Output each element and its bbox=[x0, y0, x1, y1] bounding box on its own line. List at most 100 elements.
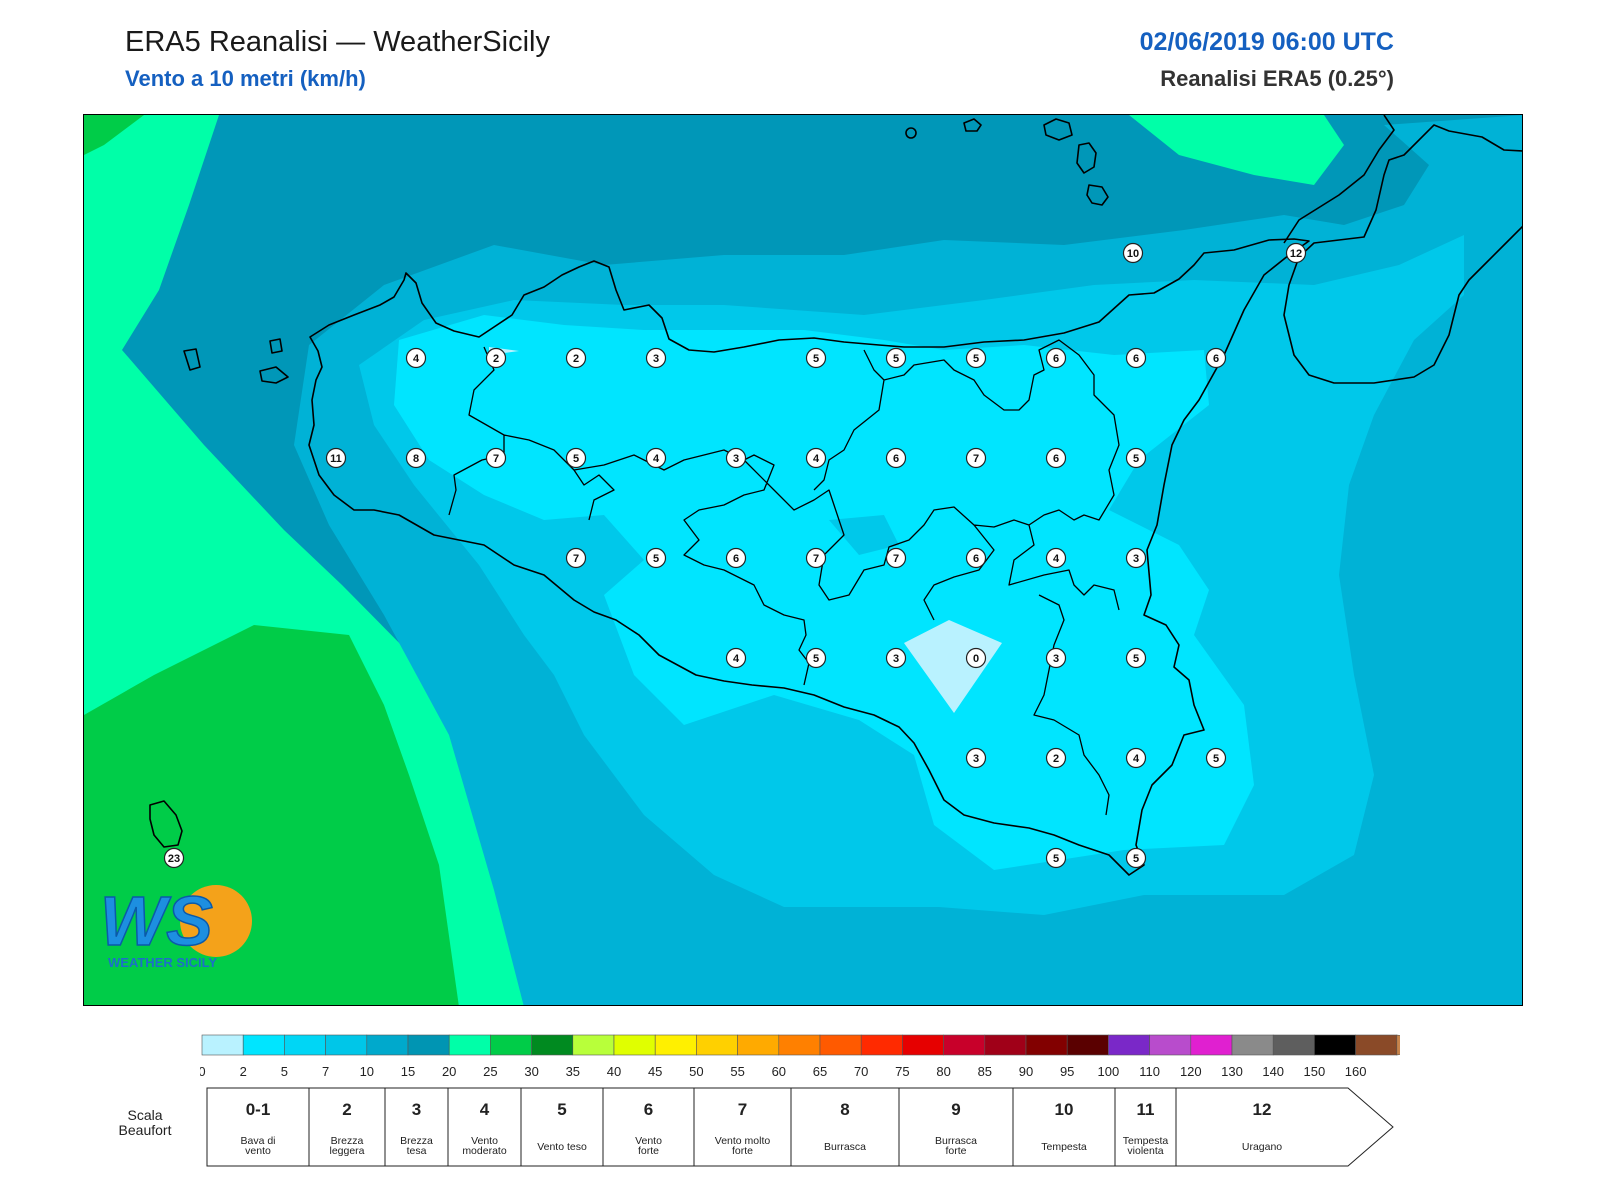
beaufort-description: Brezza bbox=[331, 1135, 364, 1147]
beaufort-description: Uragano bbox=[1242, 1141, 1282, 1153]
station-marker: 4 bbox=[805, 447, 827, 469]
colorbar-tick-label: 2 bbox=[240, 1064, 247, 1079]
station-marker: 5 bbox=[1125, 647, 1147, 669]
station-marker: 4 bbox=[725, 647, 747, 669]
beaufort-class: 5 Vento teso bbox=[520, 1087, 604, 1167]
station-marker: 23 bbox=[163, 847, 185, 869]
wind-map: 4 2 2 3 5 5 5 6 6 6 11 8 7 5 4 3 4 6 7 6 5 7 5 6 7 7 6 4 3 4 5 3 0 3 5 3 2 4 5… bbox=[83, 114, 1523, 1006]
station-value: 3 bbox=[973, 753, 979, 765]
beaufort-description: Vento teso bbox=[537, 1141, 587, 1153]
colorbar-tick-label: 7 bbox=[322, 1064, 329, 1079]
station-value: 2 bbox=[573, 353, 579, 365]
beaufort-class: 10 Tempesta bbox=[1012, 1087, 1116, 1167]
logo-wordmark: WEATHER SICILY bbox=[108, 955, 217, 970]
colorbar-tick-label: 25 bbox=[483, 1064, 497, 1079]
colorbar-tick-label: 20 bbox=[442, 1064, 456, 1079]
calabria-coastline bbox=[1283, 115, 1522, 384]
beaufort-number: 3 bbox=[412, 1100, 421, 1119]
station-value: 4 bbox=[733, 653, 740, 665]
station-value: 6 bbox=[1053, 453, 1059, 465]
colorbar-bin bbox=[407, 1034, 450, 1056]
station-value: 5 bbox=[973, 353, 979, 365]
station-value: 6 bbox=[1053, 353, 1059, 365]
colorbar-bin bbox=[654, 1034, 697, 1056]
colorbar-bin bbox=[1025, 1034, 1068, 1056]
station-value: 5 bbox=[653, 553, 659, 565]
colorbar-tick-label: 10 bbox=[360, 1064, 374, 1079]
colorbar-bin bbox=[490, 1034, 532, 1056]
station-marker: 2 bbox=[485, 347, 507, 369]
station-marker: 7 bbox=[965, 447, 987, 469]
egadi-favignana bbox=[259, 366, 289, 384]
beaufort-description: forte bbox=[732, 1145, 753, 1157]
field-20-25-nw bbox=[84, 115, 144, 155]
station-value: 11 bbox=[330, 453, 342, 465]
station-marker: 5 bbox=[565, 447, 587, 469]
aeolian-filicudi bbox=[963, 118, 982, 132]
colorbar-bin bbox=[613, 1034, 656, 1056]
colorbar-tick-label: 45 bbox=[648, 1064, 662, 1079]
station-value: 8 bbox=[413, 453, 419, 465]
station-value: 3 bbox=[1133, 553, 1139, 565]
station-marker: 6 bbox=[1045, 347, 1067, 369]
station-value: 5 bbox=[1213, 753, 1219, 765]
aeolian-lipari bbox=[1076, 142, 1097, 174]
colorbar-bin bbox=[984, 1034, 1027, 1056]
colorbar-tick-label: 110 bbox=[1139, 1064, 1160, 1079]
station-value: 6 bbox=[893, 453, 899, 465]
beaufort-description: Tempesta bbox=[1041, 1141, 1087, 1153]
beaufort-description: Vento bbox=[635, 1135, 662, 1147]
beaufort-description: Tempesta bbox=[1123, 1135, 1169, 1147]
beaufort-number: 8 bbox=[840, 1100, 849, 1119]
station-marker: 5 bbox=[885, 347, 907, 369]
beaufort-class: 12 Uragano bbox=[1175, 1087, 1394, 1167]
station-marker: 6 bbox=[1125, 347, 1147, 369]
egadi-levanzo bbox=[269, 338, 283, 354]
station-value: 4 bbox=[1053, 553, 1060, 565]
logo-letters: WS bbox=[100, 882, 213, 960]
field-5-7-inner bbox=[829, 515, 899, 555]
station-marker: 3 bbox=[725, 447, 747, 469]
colorbar-bin bbox=[242, 1034, 285, 1056]
wind-colorbar: 0 2 5 7 10 15 20 25 30 35 40 45 50 55 60 65 70 75 80 85 90 95… bbox=[200, 1034, 1400, 1079]
station-markers: 4 2 2 3 5 5 5 6 6 611 8 7 5 4 3 4 6 7 6 57 5 6 7 7 6 4 34 5 3 0 3 53 2 4 5… bbox=[163, 242, 1307, 869]
colorbar-tick-label: 55 bbox=[730, 1064, 744, 1079]
station-marker: 5 bbox=[805, 647, 827, 669]
station-marker: 7 bbox=[565, 547, 587, 569]
field-7-10-east bbox=[1414, 248, 1522, 405]
beaufort-description: tesa bbox=[407, 1145, 427, 1157]
station-marker: 11 bbox=[325, 447, 347, 469]
station-value: 7 bbox=[573, 553, 579, 565]
beaufort-number: 6 bbox=[644, 1100, 653, 1119]
beaufort-description: forte bbox=[638, 1145, 659, 1157]
station-value: 2 bbox=[493, 353, 499, 365]
station-value: 3 bbox=[733, 453, 739, 465]
station-value: 5 bbox=[1133, 853, 1139, 865]
station-marker: 7 bbox=[885, 547, 907, 569]
beaufort-description: forte bbox=[945, 1145, 966, 1157]
colorbar-tick-label: 70 bbox=[854, 1064, 868, 1079]
station-marker: 12 bbox=[1285, 242, 1307, 264]
colorbar-bin bbox=[819, 1034, 862, 1056]
station-value: 12 bbox=[1290, 248, 1302, 260]
station-value: 3 bbox=[653, 353, 659, 365]
colorbar-bin bbox=[1190, 1034, 1233, 1056]
colorbar-tick-label: 140 bbox=[1262, 1064, 1284, 1079]
beaufort-description: Vento molto bbox=[715, 1135, 771, 1147]
colorbar-bin bbox=[1108, 1034, 1150, 1056]
colorbar-tick-label: 60 bbox=[772, 1064, 786, 1079]
colorbar-tick-label: 100 bbox=[1098, 1064, 1120, 1079]
beaufort-number: 11 bbox=[1137, 1100, 1155, 1119]
beaufort-number: 10 bbox=[1055, 1100, 1074, 1119]
colorbar-bin bbox=[1149, 1034, 1192, 1056]
weathersicily-logo: WS WEATHER SICILY bbox=[99, 881, 252, 970]
aeolian-salina bbox=[1043, 118, 1073, 141]
colorbar-tick-label: 40 bbox=[607, 1064, 621, 1079]
station-value: 5 bbox=[573, 453, 579, 465]
station-value: 10 bbox=[1127, 248, 1139, 260]
beaufort-number: 9 bbox=[951, 1100, 960, 1119]
station-value: 7 bbox=[813, 553, 819, 565]
